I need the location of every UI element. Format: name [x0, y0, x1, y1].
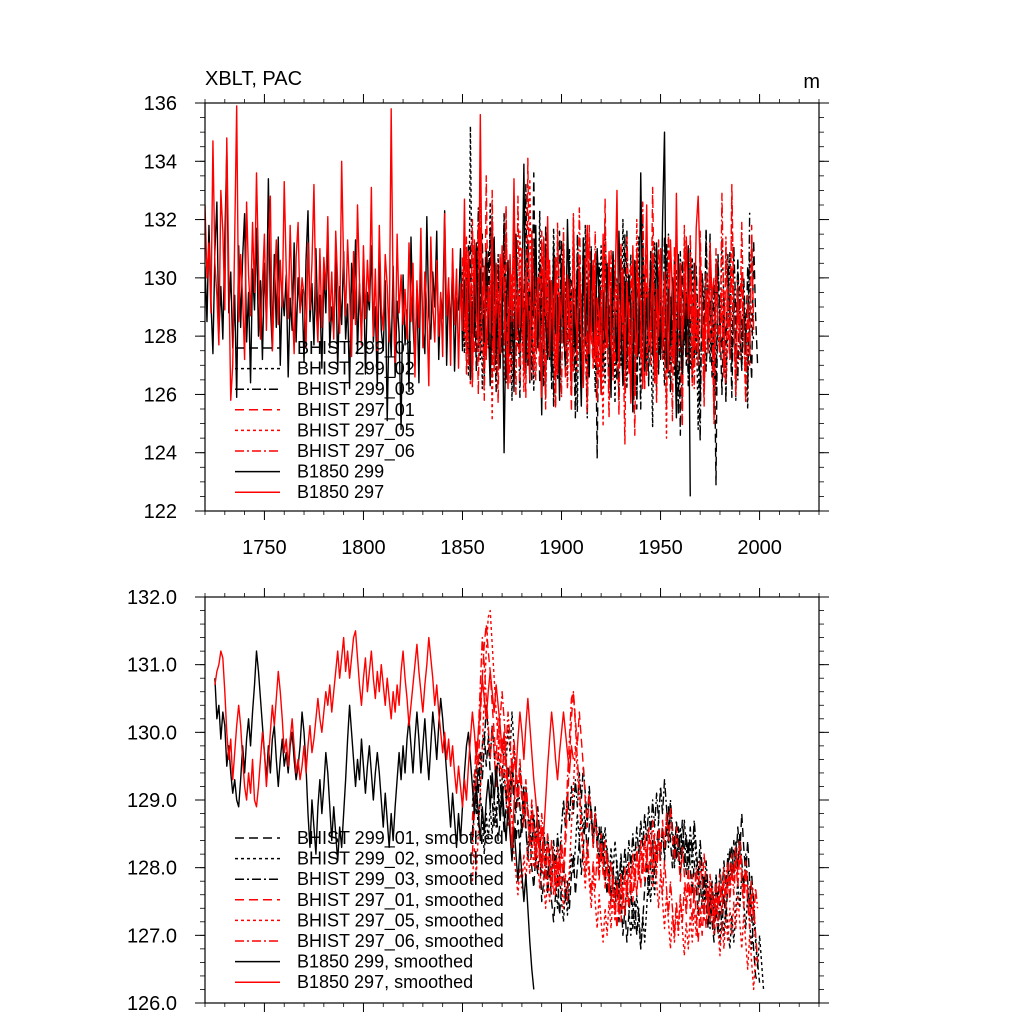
top-y-tick-label: 128 [144, 326, 177, 348]
top-x-tick-label: 1850 [440, 537, 485, 559]
bottom-y-tick-label: 128.0 [127, 858, 177, 880]
top-legend-label: BHIST 297_06 [297, 441, 415, 462]
top-legend-label: BHIST 299_02 [297, 359, 415, 380]
bottom-legend-label: BHIST 299_01, smoothed [297, 828, 504, 849]
bottom-legend-label: B1850 297, smoothed [297, 972, 473, 992]
bottom-y-tick-label: 130.0 [127, 722, 177, 744]
bottom-series-bhist-297-06 [471, 636, 759, 937]
top-series-b1850-297 [205, 105, 715, 404]
top-x-tick-label: 1900 [539, 537, 584, 559]
bottom-y-tick-label: 126.0 [127, 993, 177, 1015]
top-legend-label: BHIST 299_01 [297, 338, 415, 359]
bottom-series-bhist-297-01 [471, 623, 759, 963]
bottom-y-tick-label: 129.0 [127, 790, 177, 812]
top-y-tick-label: 124 [144, 443, 177, 465]
top-legend-label: BHIST 299_03 [297, 379, 415, 400]
top-y-tick-label: 134 [144, 151, 177, 173]
top-legend-label: B1850 299 [297, 462, 384, 482]
top-x-tick-label: 2000 [737, 537, 782, 559]
chart-units-label: m [803, 71, 820, 93]
top-panel: 1750 1800 1850 1900 1950 2000 122 124 126 128 130 1… [144, 93, 829, 559]
bottom-legend-label: BHIST 297_01, smoothed [297, 890, 504, 911]
top-x-tick-label: 1800 [341, 537, 386, 559]
bottom-series-group [214, 609, 765, 991]
bottom-y-tick-label: 131.0 [127, 655, 177, 677]
bottom-series-bhist-299-03 [471, 704, 761, 983]
top-legend-label: B1850 297 [297, 482, 384, 502]
bottom-series-b1850-297 [214, 630, 575, 869]
top-y-tick-label: 136 [144, 93, 177, 115]
top-series-group [205, 105, 759, 497]
bottom-panel: 126.0 127.0 128.0 129.0 130.0 131.0 132.0 BHIST… [127, 587, 829, 1015]
bottom-y-tick-label: 132.0 [127, 587, 177, 609]
top-y-tick-label: 126 [144, 384, 177, 406]
top-series-b1850-299 [205, 131, 691, 497]
top-legend-label: BHIST 297_05 [297, 420, 415, 441]
top-x-tick-label: 1950 [638, 537, 683, 559]
bottom-legend-label: BHIST 297_06, smoothed [297, 931, 504, 952]
bottom-legend-label: BHIST 299_02, smoothed [297, 849, 504, 870]
top-y-tick-label: 122 [144, 501, 177, 523]
bottom-series-b1850-299 [214, 650, 535, 990]
top-y-tick-label: 132 [144, 210, 177, 232]
top-x-tick-label: 1750 [242, 537, 287, 559]
bottom-y-tick-label: 127.0 [127, 925, 177, 947]
chart-left-title: XBLT, PAC [205, 68, 302, 90]
top-legend-label: BHIST 297_01 [297, 400, 415, 421]
top-y-tick-label: 130 [144, 268, 177, 290]
bottom-legend-label: BHIST 297_05, smoothed [297, 910, 504, 931]
top-series-bhist-297-01 [461, 157, 755, 436]
bottom-legend-label: B1850 299, smoothed [297, 952, 473, 972]
bottom-legend-label: BHIST 299_03, smoothed [297, 869, 504, 890]
